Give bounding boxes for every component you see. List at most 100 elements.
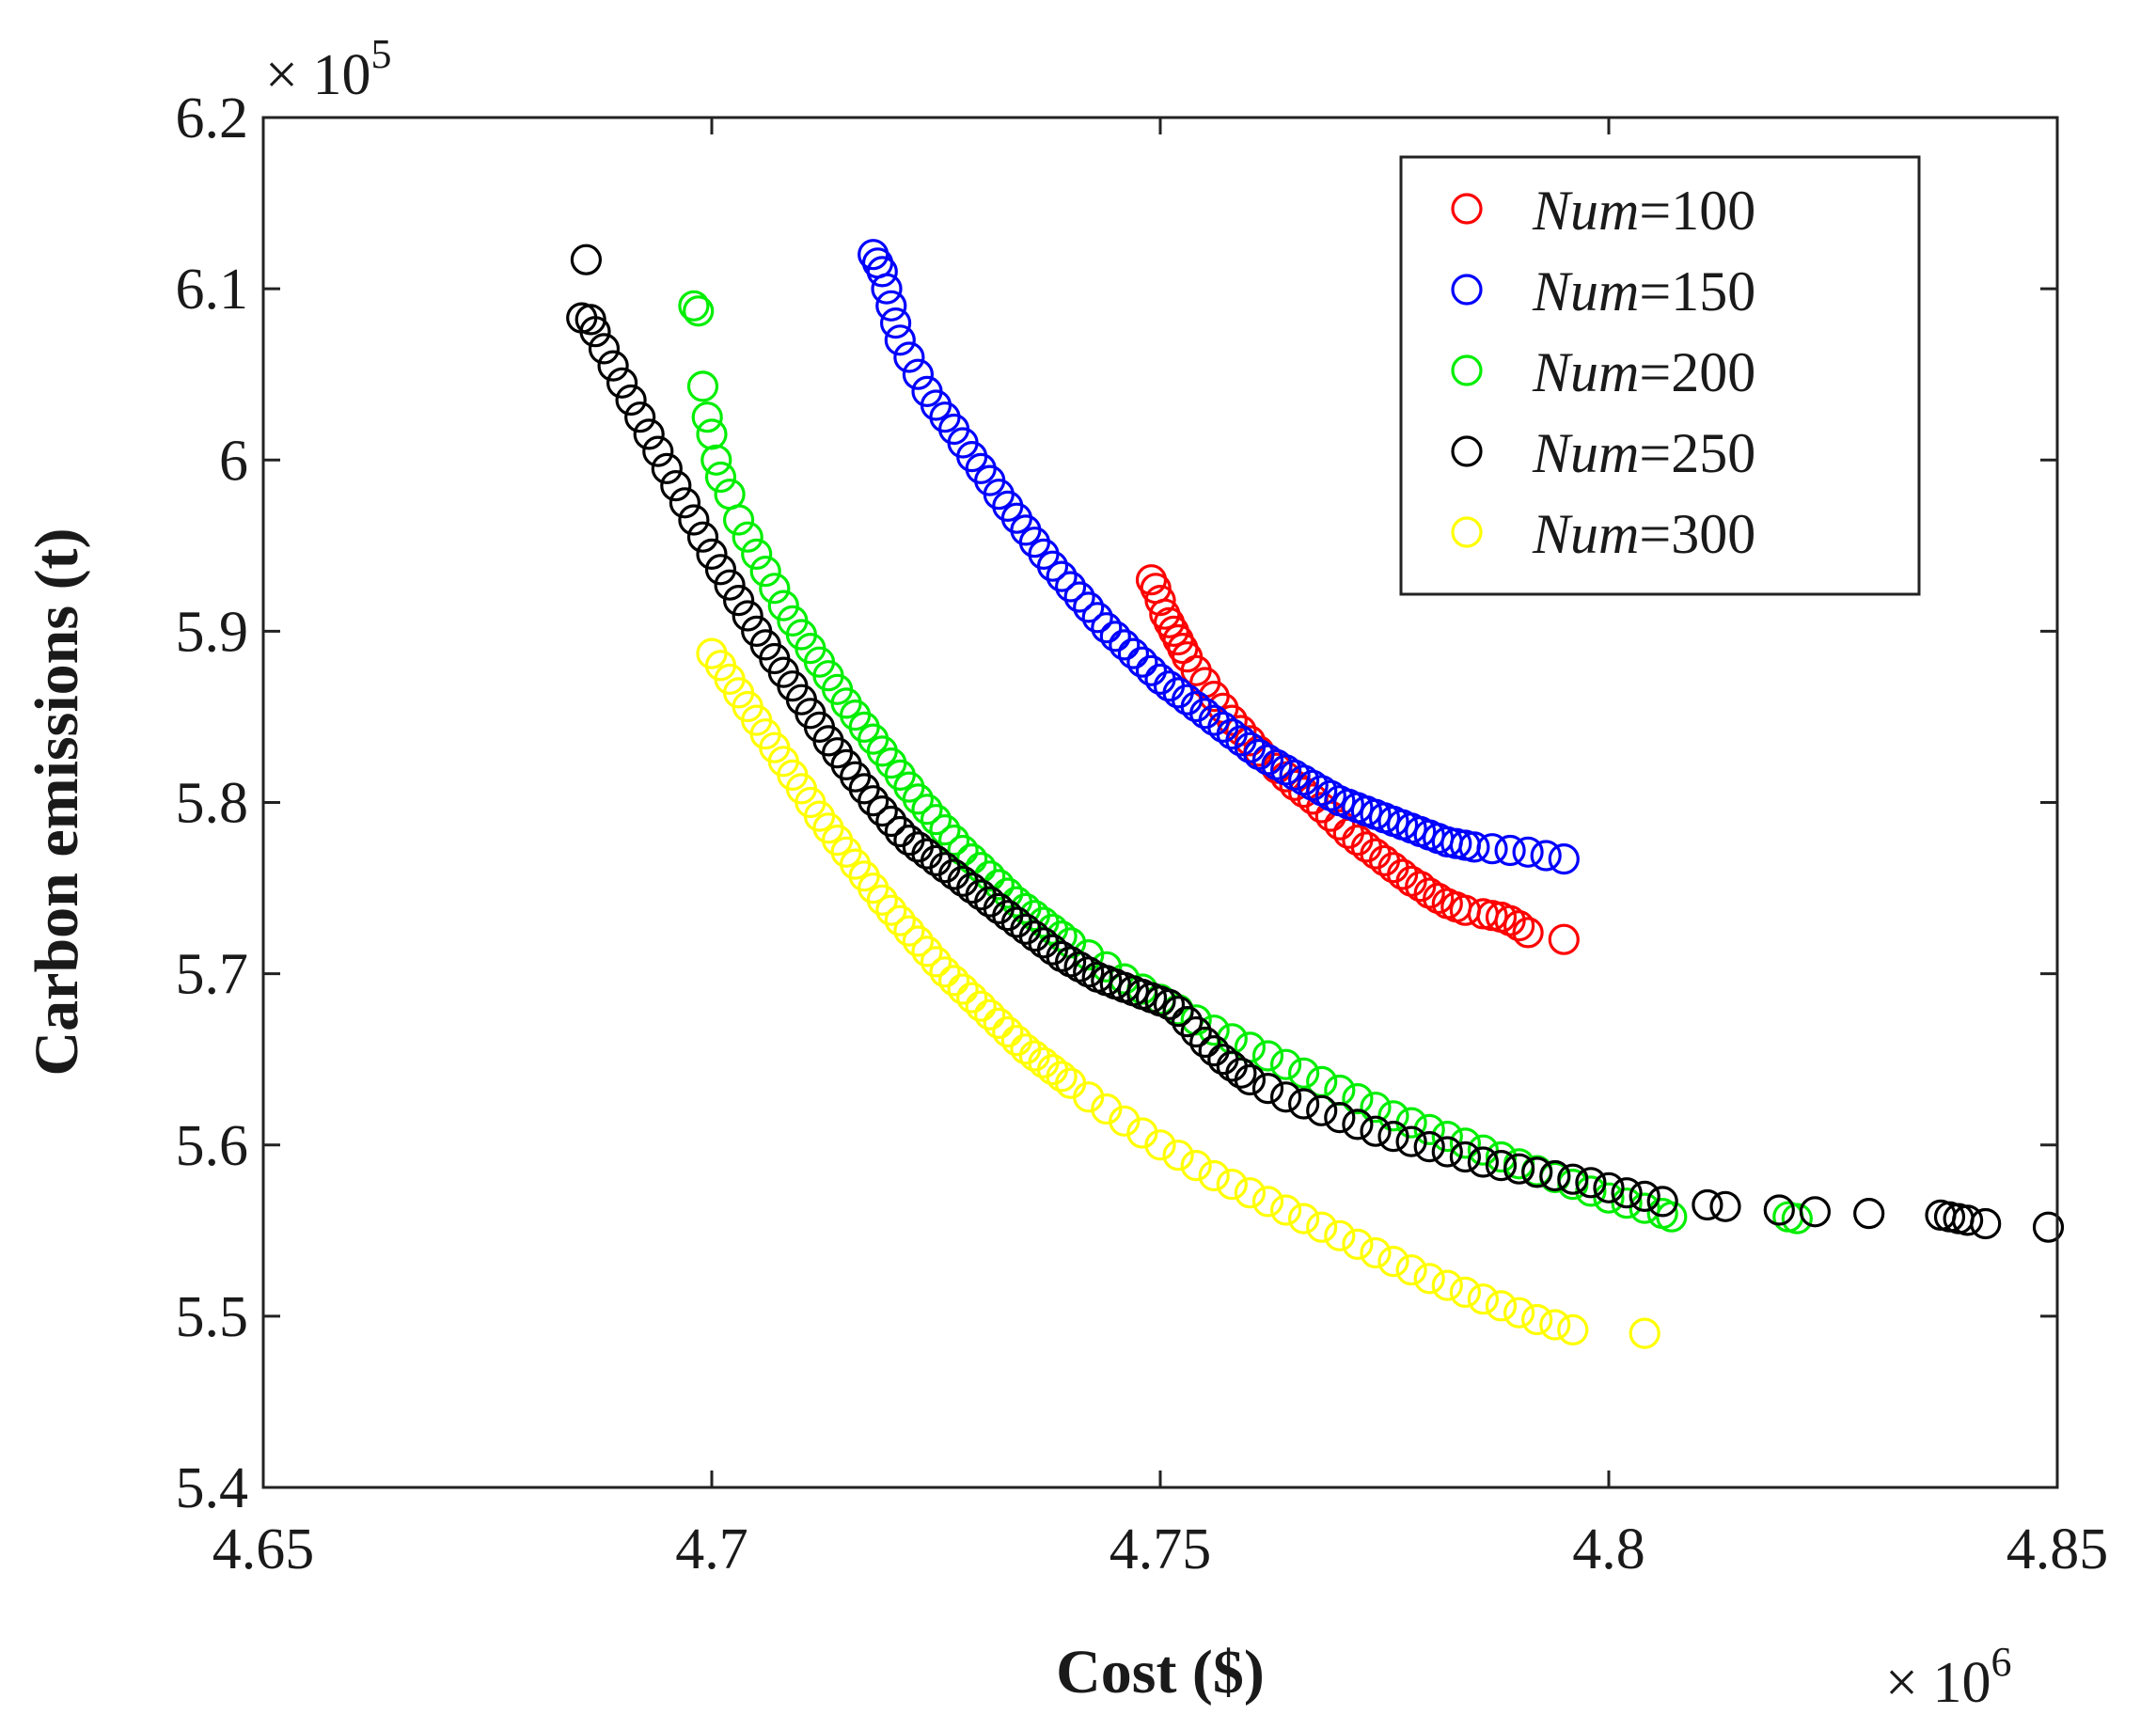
data-point [691, 401, 723, 433]
legend-marker [1451, 193, 1483, 225]
data-point [1503, 1153, 1535, 1185]
data-point [1342, 1082, 1374, 1115]
data-point [1054, 571, 1087, 603]
data-point [1405, 871, 1437, 903]
y-tick-label: 6 [219, 429, 248, 493]
data-point [1171, 1005, 1204, 1038]
data-point [1306, 1094, 1338, 1126]
data-point [1449, 1140, 1482, 1173]
data-point [1521, 1156, 1553, 1188]
data-point [902, 783, 935, 815]
data-point [624, 401, 656, 433]
data-point [1575, 1175, 1607, 1207]
data-point [732, 600, 763, 632]
data-point [902, 358, 935, 390]
data-point [929, 956, 961, 988]
data-point [1234, 1177, 1267, 1209]
data-point [696, 538, 728, 571]
data-point [678, 290, 710, 322]
legend-marker [1451, 516, 1483, 548]
data-point [704, 461, 737, 494]
y-tick-label: 5.6 [176, 1114, 249, 1178]
data-point [1251, 1040, 1284, 1072]
data-point [937, 824, 970, 857]
data-point [651, 452, 683, 484]
data-point [1162, 996, 1194, 1028]
data-point [879, 307, 912, 339]
data-point [606, 367, 638, 399]
data-point [1503, 1297, 1535, 1329]
data-point [1512, 836, 1544, 868]
data-point [1126, 646, 1158, 678]
data-point [722, 584, 755, 617]
data-point [1180, 1149, 1212, 1182]
data-point [1575, 1167, 1607, 1199]
data-point [1485, 1140, 1518, 1173]
data-point [1952, 1204, 1984, 1236]
data-point [1198, 1159, 1230, 1192]
data-point [884, 815, 916, 848]
data-point [911, 794, 943, 826]
y-multiplier: × 105 [265, 31, 391, 107]
y-tick-label: 5.9 [176, 600, 249, 664]
y-tick-label: 5.4 [176, 1456, 249, 1520]
data-point [1611, 1187, 1643, 1219]
data-point [1360, 1092, 1392, 1124]
series-4 [696, 637, 1660, 1349]
data-point [1548, 842, 1580, 875]
data-point [588, 333, 621, 365]
data-point [1063, 581, 1095, 613]
data-point [579, 316, 611, 348]
data-point [686, 521, 719, 553]
legend-box [1399, 155, 1921, 596]
data-point [642, 435, 674, 467]
data-point [1413, 1113, 1445, 1146]
x-tick-label: 4.75 [1109, 1518, 1212, 1581]
data-point [1234, 1063, 1267, 1096]
data-point [683, 295, 715, 327]
data-point [902, 925, 935, 957]
data-point [1593, 1182, 1625, 1214]
data-point [1269, 1048, 1302, 1080]
data-point [1413, 1130, 1445, 1163]
data-point [893, 341, 925, 373]
y-tick-label: 5.8 [176, 772, 249, 836]
data-point [749, 555, 781, 588]
x-tick-label: 4.7 [675, 1518, 748, 1581]
data-point [1781, 1203, 1813, 1235]
data-point [858, 785, 889, 817]
series-3 [566, 244, 2065, 1243]
data-point [1117, 637, 1150, 669]
legend-label: Num=100 [1532, 180, 1755, 242]
data-point [929, 813, 961, 846]
data-point [1431, 1120, 1463, 1153]
data-point [1431, 1269, 1463, 1301]
data-point [1287, 1057, 1320, 1089]
data-point [1853, 1197, 1885, 1230]
data-point [1251, 1186, 1284, 1218]
data-point [1251, 1072, 1284, 1105]
data-point [1485, 1290, 1518, 1322]
data-point [1413, 1263, 1445, 1295]
data-point [1342, 1228, 1374, 1261]
data-point [1611, 1177, 1643, 1209]
data-point [1144, 1129, 1176, 1161]
data-point [1091, 612, 1123, 644]
data-point [1073, 1081, 1105, 1113]
data-point [1557, 1163, 1589, 1195]
data-point [1306, 1211, 1338, 1243]
data-point [759, 573, 791, 605]
data-point [983, 1007, 1015, 1040]
data-point [1269, 1081, 1302, 1113]
data-point [1324, 1101, 1356, 1134]
data-point [1287, 1203, 1320, 1235]
data-point [1135, 654, 1168, 686]
data-point [947, 973, 979, 1005]
data-point [1342, 1109, 1374, 1140]
data-point [1073, 591, 1105, 623]
data-point [1109, 1105, 1141, 1137]
data-point [875, 805, 907, 838]
data-point [1709, 1190, 1741, 1222]
data-point [1324, 1219, 1356, 1251]
